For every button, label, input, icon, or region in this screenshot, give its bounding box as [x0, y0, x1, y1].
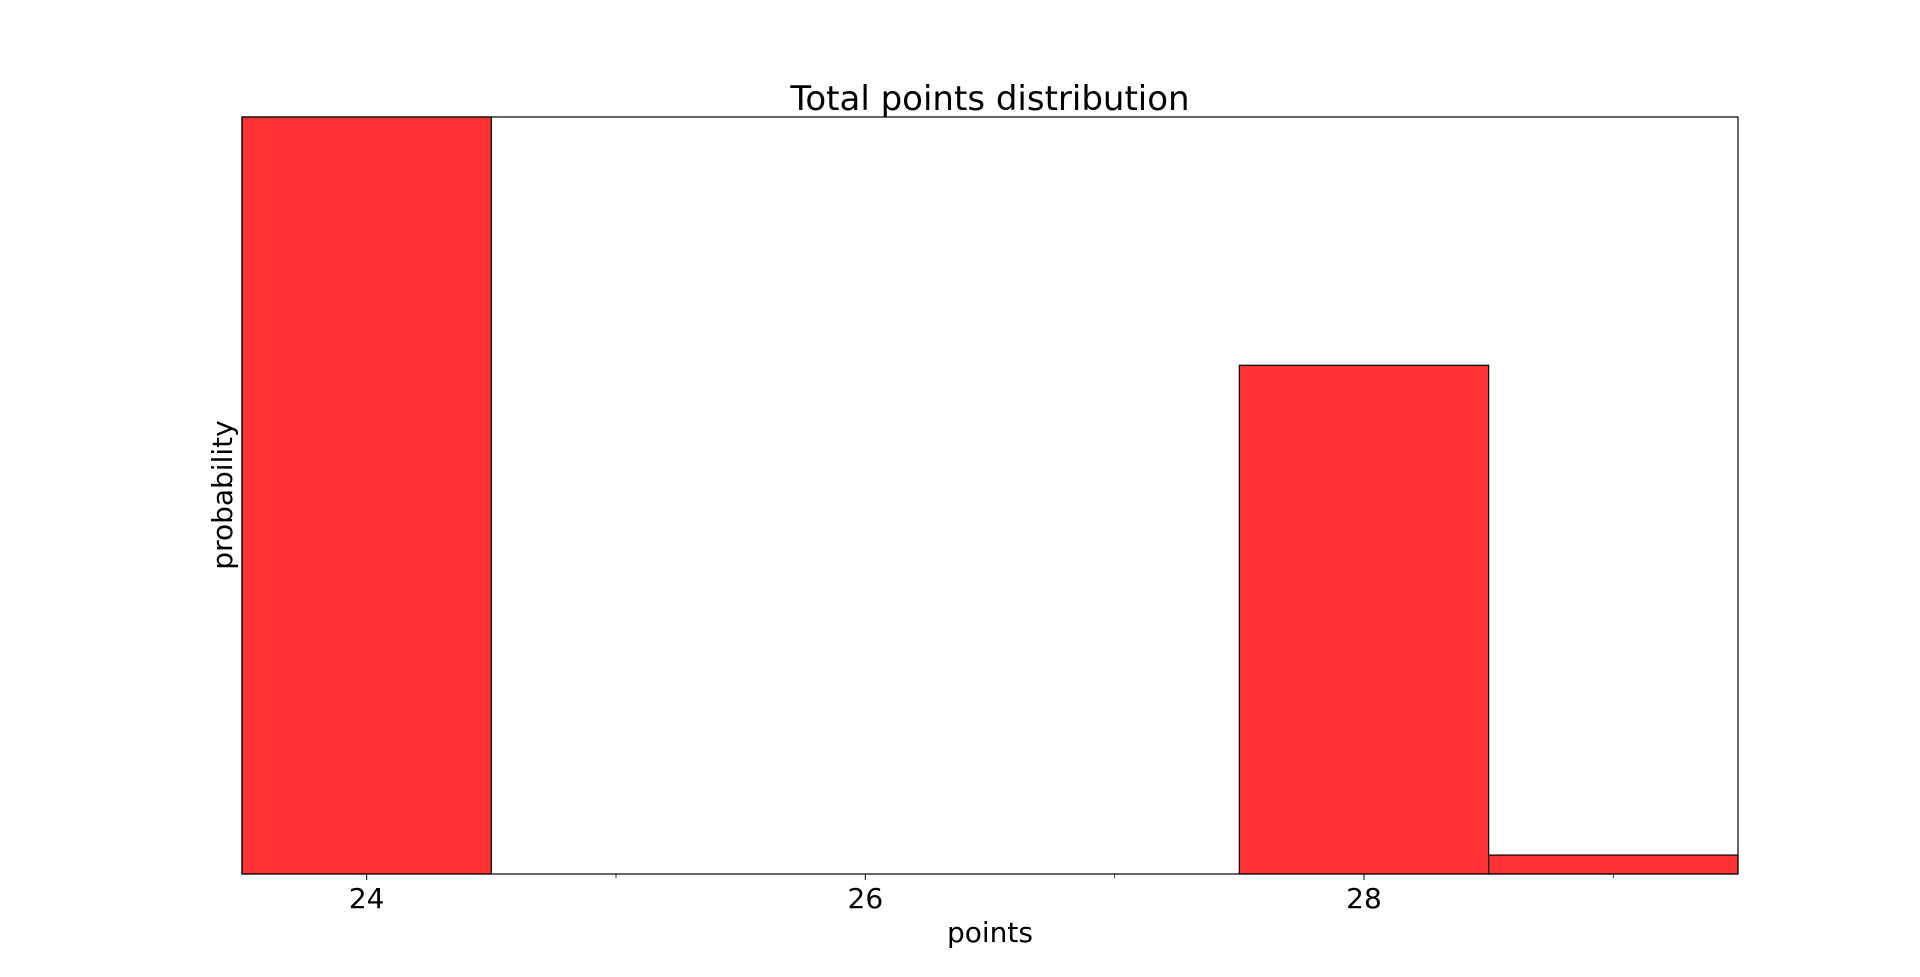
x-axis-label: points — [947, 916, 1033, 949]
y-axis-label: probability — [206, 420, 239, 569]
x-tick-label-2: 28 — [1346, 882, 1382, 915]
x-tick-label-1: 26 — [848, 882, 884, 915]
plot-area-frame — [241, 116, 1739, 875]
x-axis-ticks: 24 26 28 — [349, 874, 1614, 915]
bar-0 — [241, 116, 492, 875]
bars-group — [241, 116, 1739, 875]
bar-5 — [1488, 854, 1739, 875]
x-tick-label-0: 24 — [349, 882, 385, 915]
bar-4 — [1238, 364, 1490, 875]
chart-title: Total points distribution — [789, 79, 1189, 119]
